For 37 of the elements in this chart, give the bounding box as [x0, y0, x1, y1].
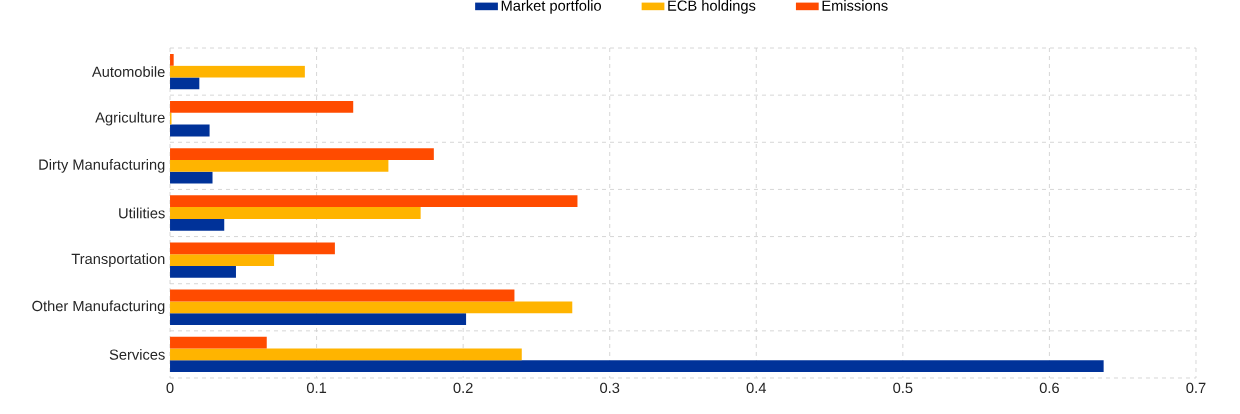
x-tick-label: 0.2: [453, 382, 473, 394]
bar: [170, 77, 200, 90]
bar: [170, 148, 434, 160]
bar: [170, 242, 335, 255]
bar: [170, 336, 267, 349]
bar: [170, 313, 467, 325]
x-tick-label: 0.3: [600, 382, 620, 394]
bar: [170, 348, 522, 361]
y-tick-label: Utilities: [119, 207, 165, 219]
bar: [170, 266, 236, 278]
bar: [170, 65, 305, 78]
x-tick-label: 0.4: [746, 382, 767, 394]
y-tick-label: Other Manufacturing: [32, 300, 165, 315]
bar: [170, 218, 225, 231]
bar: [170, 171, 213, 184]
bar: [170, 124, 210, 137]
x-tick-label: 0.6: [1039, 382, 1059, 394]
x-tick-label: 0.5: [893, 382, 913, 394]
y-tick-label: Services: [109, 349, 165, 360]
legend-label: Emissions: [822, 0, 888, 11]
bar: [170, 289, 515, 302]
y-tick-label: Agriculture: [95, 111, 165, 126]
bar: [170, 301, 573, 314]
y-tick-label: Dirty Manufacturing: [39, 159, 165, 173]
bar: [170, 360, 1104, 373]
x-tick-label: 0.7: [1186, 382, 1206, 394]
legend-label: Market portfolio: [501, 0, 601, 14]
y-tick-label: Automobile: [91, 66, 165, 77]
x-tick-label: 0.1: [306, 382, 327, 394]
bar: [170, 101, 354, 113]
bar: [170, 195, 578, 208]
x-tick-label: 0: [166, 382, 174, 394]
legend-label: ECB holdings: [668, 0, 756, 14]
bar: [170, 207, 421, 219]
y-tick-label: Transportation: [71, 253, 165, 267]
bar: [170, 159, 389, 172]
bar: [170, 254, 275, 267]
